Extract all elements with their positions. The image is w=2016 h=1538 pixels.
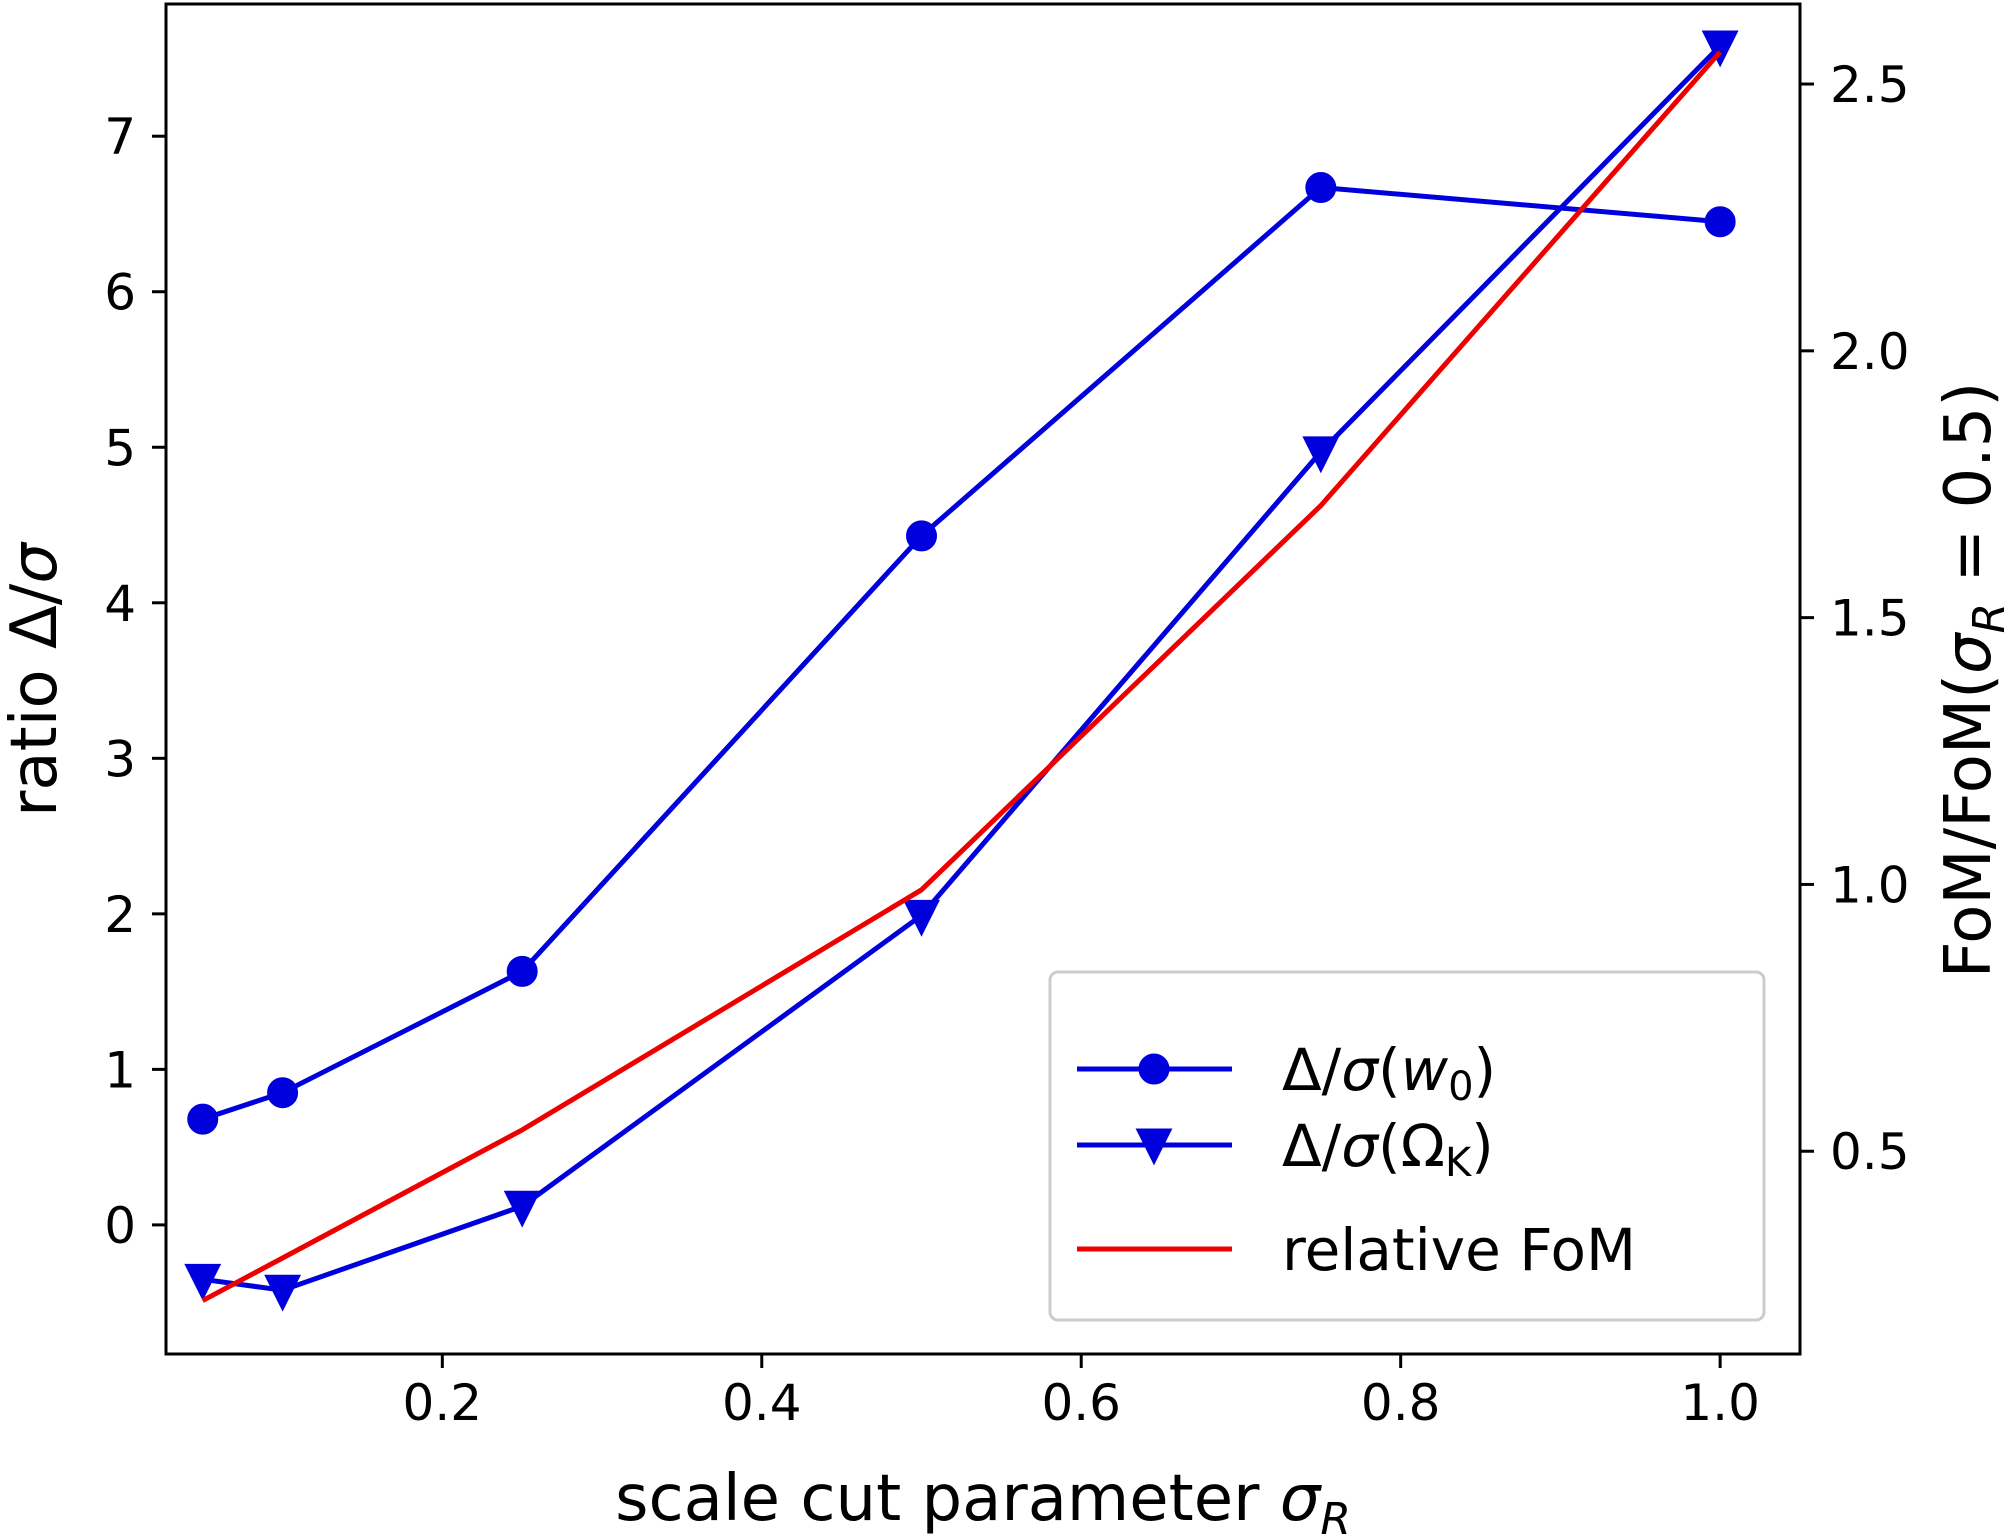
legend-fom-label: relative FoM xyxy=(1282,1216,1636,1284)
y-right-tick-label: 2.5 xyxy=(1830,56,1910,114)
y-tick-label: 2 xyxy=(104,886,136,944)
x-tick-label: 0.6 xyxy=(1041,1374,1121,1432)
data-point xyxy=(1701,30,1739,68)
y-tick-label: 4 xyxy=(104,575,136,633)
x-tick-label: 0.4 xyxy=(722,1374,802,1432)
y-axis-left-ticks: 0 1 2 3 4 5 6 7 xyxy=(104,108,166,1255)
data-point xyxy=(906,520,938,552)
y-tick-label: 6 xyxy=(104,264,136,322)
y-tick-label: 1 xyxy=(104,1041,136,1099)
data-point xyxy=(1704,206,1736,238)
data-point xyxy=(503,1190,541,1228)
y-right-tick-label: 1.5 xyxy=(1830,590,1910,648)
x-tick-label: 1.0 xyxy=(1680,1374,1760,1432)
y-tick-label: 7 xyxy=(104,108,136,166)
x-tick-label: 0.2 xyxy=(403,1374,483,1432)
y-right-tick-label: 0.5 xyxy=(1830,1123,1910,1181)
y-right-tick-label: 1.0 xyxy=(1830,856,1910,914)
legend-ok-marker xyxy=(1135,1128,1173,1166)
series-line-1 xyxy=(202,44,1722,1293)
y-tick-label: 3 xyxy=(104,730,136,788)
series-line-2 xyxy=(201,50,1722,1303)
legend-w0-marker xyxy=(1138,1053,1170,1085)
y-tick-label: 5 xyxy=(104,419,136,477)
x-axis-label: scale cut parameter σR xyxy=(615,1462,1351,1538)
data-point xyxy=(187,1103,219,1135)
data-point xyxy=(506,955,538,987)
y-tick-label: 0 xyxy=(104,1197,136,1255)
data-point xyxy=(267,1077,299,1109)
plot-frame xyxy=(164,2,1802,1356)
data-point xyxy=(264,1274,302,1312)
legend-w0-label: Δ/σ(w0) xyxy=(1282,1036,1496,1110)
legend: Δ/σ(w0) Δ/σ(ΩK) relative FoM xyxy=(1048,970,1766,1322)
data-point xyxy=(184,1263,222,1301)
data-point xyxy=(1302,436,1340,474)
data-point xyxy=(903,899,940,937)
y-right-tick-label: 2.0 xyxy=(1830,323,1910,381)
legend-frame xyxy=(1048,970,1766,1322)
y-axis-right-ticks: 0.5 1.0 1.5 2.0 2.5 xyxy=(1800,56,1910,1181)
y-axis-right-label: FoM/FoM(σR = 0.5) xyxy=(1932,382,2015,979)
legend-ok-label: Δ/σ(ΩK) xyxy=(1282,1112,1494,1186)
x-tick-label: 0.8 xyxy=(1361,1374,1441,1432)
series-layer xyxy=(184,30,1739,1312)
x-axis-ticks: 0.2 0.4 0.6 0.8 1.0 xyxy=(403,1354,1760,1432)
data-point xyxy=(1305,172,1337,204)
y-axis-label: ratio Δ/σ xyxy=(0,541,72,817)
